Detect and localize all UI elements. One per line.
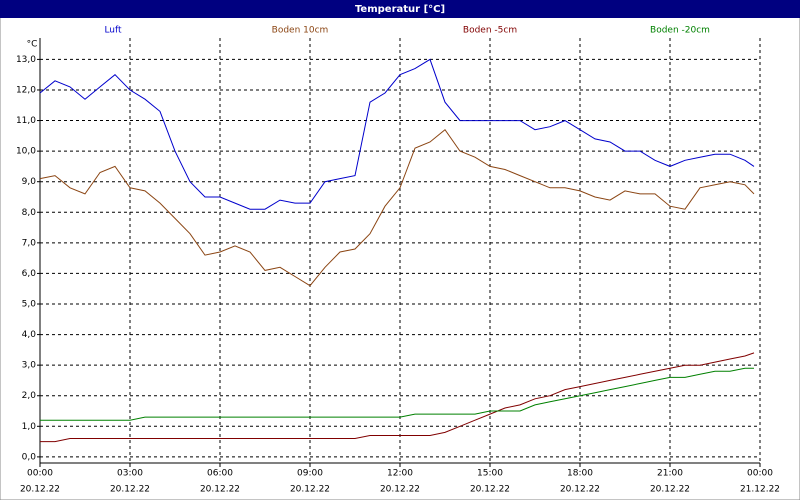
y-tick-label: 11,0 bbox=[16, 116, 36, 126]
y-tick-label: 2,0 bbox=[22, 391, 37, 401]
x-tick-label: 21:00 bbox=[657, 469, 683, 479]
x-tick-date: 20.12.22 bbox=[560, 485, 600, 495]
y-tick-label: 6,0 bbox=[22, 269, 37, 279]
legend-entry: Luft bbox=[104, 26, 122, 36]
x-tick-label: 09:00 bbox=[297, 469, 323, 479]
chart-title: Temperatur [°C] bbox=[355, 4, 445, 15]
x-tick-label: 03:00 bbox=[117, 469, 143, 479]
y-tick-label: 13,0 bbox=[16, 55, 36, 65]
x-tick-date: 20.12.22 bbox=[20, 485, 60, 495]
x-tick-date: 21.12.22 bbox=[740, 485, 780, 495]
x-tick-date: 20.12.22 bbox=[290, 485, 330, 495]
x-tick-label: 15:00 bbox=[477, 469, 503, 479]
y-tick-label: 10,0 bbox=[16, 147, 36, 157]
legend-entry: Boden -5cm bbox=[463, 26, 517, 36]
line bbox=[40, 352, 755, 443]
x-tick-label: 12:00 bbox=[387, 469, 413, 479]
line bbox=[39, 58, 755, 210]
y-tick-label: 3,0 bbox=[22, 361, 37, 371]
y-tick-label: 8,0 bbox=[22, 208, 37, 218]
x-tick-date: 20.12.22 bbox=[380, 485, 420, 495]
y-unit: °C bbox=[27, 40, 38, 50]
x-tick-label: 06:00 bbox=[207, 469, 233, 479]
legend-entry: Boden 10cm bbox=[272, 26, 329, 36]
y-tick-label: 1,0 bbox=[22, 422, 37, 432]
x-tick-date: 20.12.22 bbox=[200, 485, 240, 495]
x-tick-label: 18:00 bbox=[567, 469, 593, 479]
x-tick-label: 00:00 bbox=[747, 469, 773, 479]
x-tick-date: 20.12.22 bbox=[110, 485, 150, 495]
y-tick-label: 0,0 bbox=[22, 452, 37, 462]
line bbox=[40, 367, 754, 421]
y-tick-label: 4,0 bbox=[22, 330, 37, 340]
x-tick-label: 00:00 bbox=[27, 469, 53, 479]
legend-entry: Boden -20cm bbox=[650, 26, 710, 36]
x-tick-date: 20.12.22 bbox=[650, 485, 690, 495]
title-bar bbox=[0, 0, 800, 18]
y-tick-label: 9,0 bbox=[22, 177, 37, 187]
x-tick-date: 20.12.22 bbox=[470, 485, 510, 495]
y-tick-label: 5,0 bbox=[22, 300, 37, 310]
y-tick-label: 7,0 bbox=[22, 238, 37, 248]
y-tick-label: 12,0 bbox=[16, 85, 36, 95]
line bbox=[39, 128, 755, 287]
